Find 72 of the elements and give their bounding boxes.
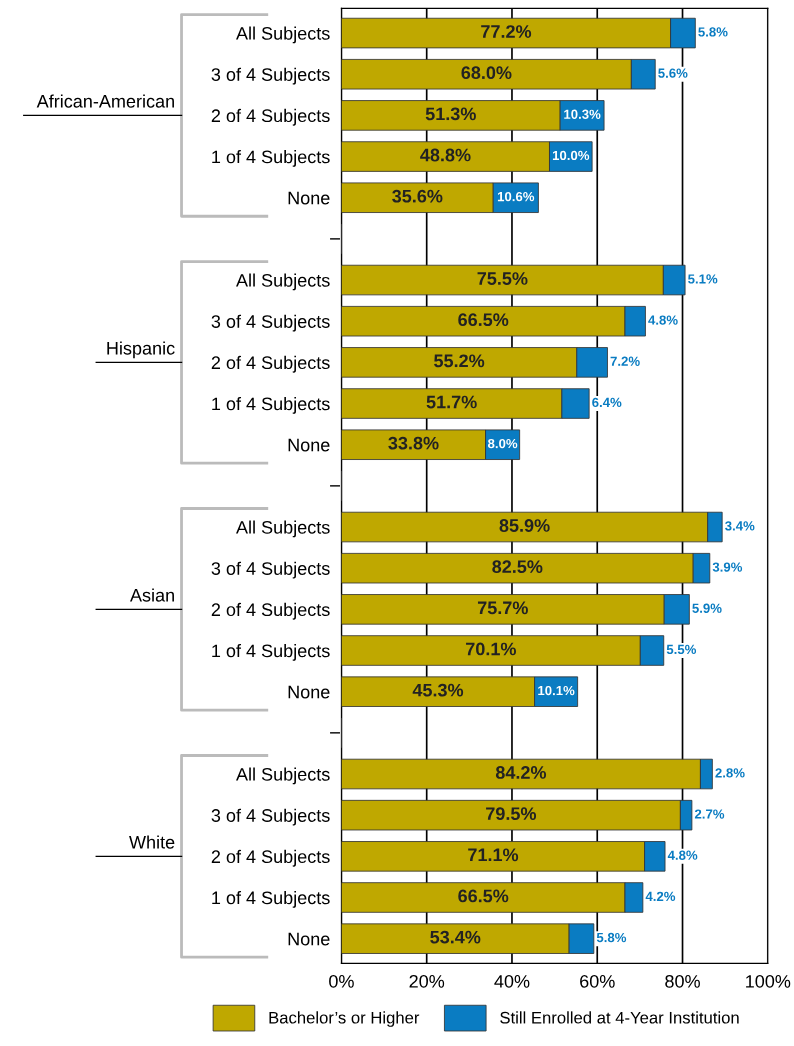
- data-label: 5.5%: [666, 644, 697, 655]
- text: White: [129, 835, 175, 849]
- data-label: 77.2%: [481, 25, 532, 38]
- data-label: 4.8%: [648, 315, 678, 325]
- text: Hispanic: [107, 341, 175, 359]
- data-label: 5.9%: [692, 603, 722, 613]
- text: Asian: [130, 588, 174, 602]
- data-label: 5.1%: [688, 274, 718, 284]
- data-label: 5.6%: [658, 68, 688, 78]
- y-tick-label: 3 of 4 Subjects: [211, 561, 330, 579]
- legend-label: Still Enrolled at 4-Year Institution: [500, 1011, 739, 1024]
- data-label: 3.9%: [712, 562, 743, 572]
- data-label: 2.8%: [715, 768, 745, 778]
- data-label: 4.2%: [645, 891, 676, 902]
- data-label: 66.5%: [458, 889, 509, 903]
- data-label: 66.5%: [458, 313, 509, 327]
- x-tick-label: 100%: [746, 974, 791, 988]
- data-label: 82.5%: [492, 560, 543, 574]
- y-tick-label: None: [288, 685, 330, 699]
- legend-label: Bachelor’s or Higher: [269, 1011, 420, 1027]
- data-label: 10.6%: [497, 191, 535, 202]
- data-label: 5.8%: [698, 27, 728, 37]
- x-tick-label: 20%: [409, 974, 445, 988]
- y-tick-label: 2 of 4 Subjects: [211, 849, 330, 867]
- data-label: 51.7%: [426, 395, 477, 409]
- y-tick-label: 1 of 4 Subjects: [212, 397, 330, 414]
- data-label: 45.3%: [412, 683, 464, 697]
- y-tick-label: None: [288, 932, 330, 946]
- data-label: 53.4%: [430, 930, 481, 944]
- data-label: 75.5%: [477, 272, 528, 285]
- data-label: 75.7%: [477, 601, 528, 615]
- data-label: 55.2%: [434, 354, 485, 368]
- data-label: 68.0%: [461, 66, 512, 80]
- data-label: 3.4%: [725, 521, 755, 531]
- data-label: 6.4%: [592, 397, 622, 408]
- y-tick-label: 1 of 4 Subjects: [212, 890, 330, 908]
- y-tick-label: 2 of 4 Subjects: [211, 108, 330, 126]
- data-label: 70.1%: [466, 642, 516, 656]
- y-tick-label: All Subjects: [236, 273, 330, 291]
- y-tick-label: None: [288, 438, 330, 452]
- text: African-American: [36, 94, 174, 108]
- y-tick-label: All Subjects: [236, 767, 330, 785]
- y-tick-label: 2 of 4 Subjects: [211, 355, 330, 373]
- y-tick-label: 3 of 4 Subjects: [211, 314, 330, 332]
- y-tick-label: 2 of 4 Subjects: [211, 602, 330, 620]
- y-tick-label: 3 of 4 Subjects: [211, 808, 330, 826]
- data-label: 85.9%: [499, 519, 550, 532]
- x-tick-label: 0%: [329, 974, 354, 988]
- data-label: 4.8%: [667, 850, 698, 860]
- data-label: 79.5%: [486, 807, 537, 821]
- data-label: 71.1%: [468, 848, 519, 862]
- data-label: 10.3%: [564, 109, 601, 119]
- data-label: 10.1%: [538, 685, 575, 696]
- data-label: 7.2%: [610, 356, 640, 366]
- data-label: 51.3%: [425, 107, 476, 121]
- data-label: 8.0%: [487, 438, 518, 449]
- y-tick-label: 1 of 4 Subjects: [212, 643, 330, 661]
- x-tick-label: 60%: [580, 974, 615, 988]
- x-tick-label: 40%: [494, 974, 530, 988]
- data-label: 10.0%: [552, 150, 590, 161]
- data-label: 84.2%: [495, 766, 547, 779]
- data-label: 35.6%: [392, 189, 443, 203]
- x-tick-label: 80%: [665, 974, 700, 988]
- data-label: 2.7%: [694, 809, 725, 819]
- y-tick-label: 1 of 4 Subjects: [212, 150, 330, 167]
- data-label: 5.8%: [596, 932, 627, 943]
- y-tick-label: None: [288, 191, 330, 205]
- y-tick-label: 3 of 4 Subjects: [211, 67, 330, 85]
- data-label: 33.8%: [388, 436, 439, 450]
- y-tick-label: All Subjects: [236, 520, 330, 538]
- data-label: 48.8%: [420, 148, 471, 162]
- y-tick-label: All Subjects: [236, 26, 330, 44]
